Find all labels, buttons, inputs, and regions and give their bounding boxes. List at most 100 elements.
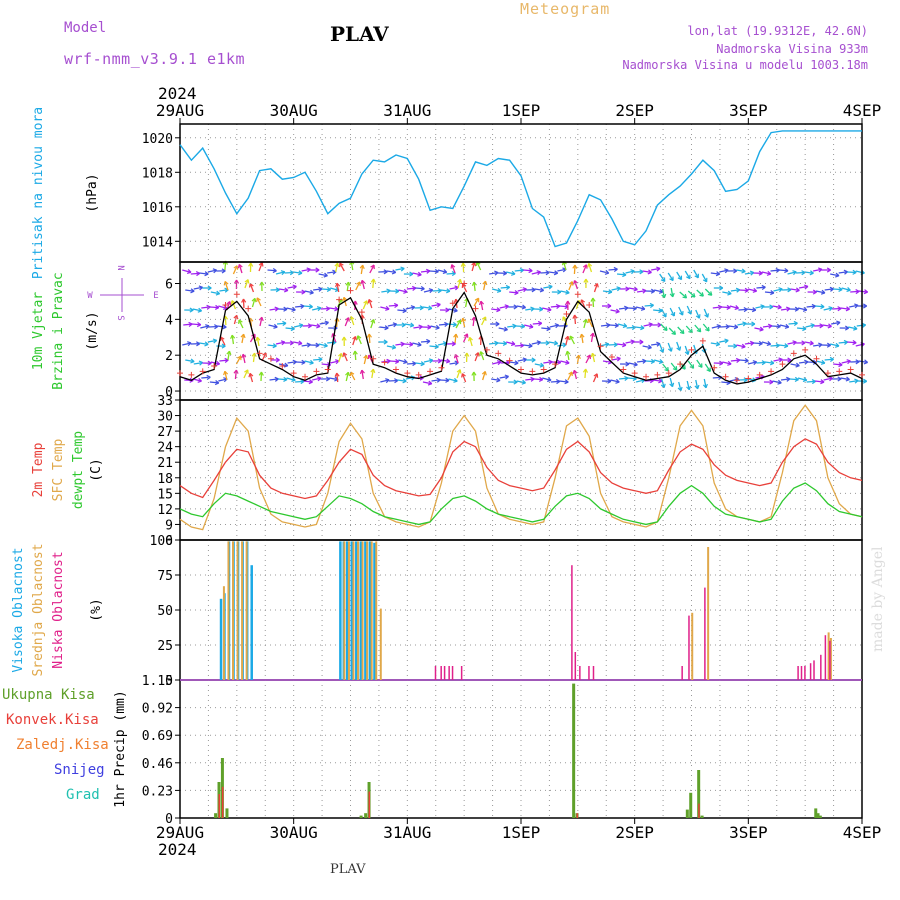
wind-arrow <box>737 322 747 326</box>
wind-arrow-head <box>301 359 306 365</box>
wind-arrow <box>653 359 664 363</box>
wind-arrow <box>370 319 375 329</box>
wind-arrow <box>329 377 339 381</box>
wind-arrow-head <box>694 273 699 279</box>
wind-arrow-head <box>650 288 655 294</box>
wind-arrow-head <box>548 359 553 365</box>
wind-arrow <box>805 324 815 328</box>
wind-arrow <box>301 268 311 272</box>
wind-arrow-head <box>625 361 630 367</box>
wind-arrow <box>580 299 586 309</box>
wind-arrow <box>833 288 843 291</box>
wind-gust-mark <box>370 355 377 362</box>
wind-arrow <box>437 269 447 273</box>
wind-arrow-head <box>809 340 814 346</box>
wind-gust-mark <box>290 370 297 377</box>
cloud-unit-label: (%) <box>89 598 104 621</box>
wind-arrow-head <box>308 379 313 385</box>
wind-arrow <box>696 289 704 297</box>
wind-arrow <box>327 341 337 344</box>
wind-arrow <box>804 271 814 274</box>
wind-gust-mark <box>199 368 206 375</box>
cloud-mid-bar <box>357 541 360 680</box>
wind-arrow-head <box>417 271 422 277</box>
wind-arrow <box>471 262 476 272</box>
wind-arrow <box>472 316 475 327</box>
y-tick-label: 33 <box>157 394 173 409</box>
precip-total-bar <box>214 813 218 818</box>
wind-arrow-head <box>323 272 328 278</box>
wind-arrow <box>516 380 526 384</box>
wind-arrow-head <box>187 341 192 347</box>
cloud-mid-bar <box>227 541 230 680</box>
wind-arrow <box>815 380 825 383</box>
wind-gust-mark <box>790 350 797 357</box>
wind-arrow-head <box>427 324 432 330</box>
wind-arrow <box>573 264 576 275</box>
wind-arrow-head <box>671 330 677 336</box>
wind-arrow <box>318 273 328 277</box>
wind-arrow-head <box>471 371 477 376</box>
wind-arrow-head <box>656 266 661 272</box>
wind-arrow-head <box>845 306 850 312</box>
y-tick-label: 0.69 <box>142 729 173 744</box>
wind-arrow-head <box>829 356 834 363</box>
wind-arrow <box>422 381 432 385</box>
wind-arrow-head <box>845 376 850 382</box>
y-tick-label: 1016 <box>142 201 173 216</box>
wind-arrow <box>754 327 764 331</box>
wind-arrow-head <box>436 302 441 308</box>
wind-arrow <box>635 306 645 310</box>
wind-arrow <box>670 362 678 371</box>
wind-arrow-head <box>743 307 748 313</box>
wind-arrow-head <box>237 263 243 269</box>
wind-arrow <box>462 318 466 328</box>
wind-arrow-head <box>564 335 570 341</box>
wind-arrow-head <box>613 342 618 348</box>
wind-arrow-head <box>615 308 620 314</box>
precip-legend-4: Snijeg <box>54 762 105 778</box>
wind-arrow-head <box>837 306 842 312</box>
wind-gust-mark <box>449 300 456 307</box>
wind-arrow-head <box>274 306 279 312</box>
wind-arrow-head <box>702 277 708 283</box>
cloud-low-bar <box>804 666 806 680</box>
wind-arrow-head <box>843 339 849 345</box>
wind-arrow <box>361 280 365 290</box>
wind-arrow <box>728 325 738 328</box>
wind-arrow <box>361 370 364 380</box>
wind-arrow-head <box>198 360 204 366</box>
wind-arrow-head <box>528 343 533 349</box>
wind-arrow-head <box>290 326 295 332</box>
wind-arrow-head <box>522 287 527 293</box>
wind-arrow <box>550 380 560 383</box>
wind-arrow-head <box>212 268 218 274</box>
wind-arrow-head <box>403 288 408 294</box>
wind-arrow <box>588 263 593 273</box>
wind-arrow <box>278 378 288 381</box>
wind-arrow <box>344 317 350 327</box>
y-tick-label: 25 <box>157 639 173 654</box>
wind-arrow <box>669 307 675 317</box>
wind-arrow-head <box>607 378 612 384</box>
top-date-label: 1SEP <box>502 101 541 120</box>
wind-arrow-head <box>699 292 704 297</box>
wind-arrow-head <box>529 323 534 329</box>
wind-arrow-head <box>504 304 509 310</box>
precip-total-bar <box>572 683 576 818</box>
wind-arrow-head <box>547 306 552 312</box>
wind-arrow-head <box>410 305 416 311</box>
wind-arrow-head <box>456 319 462 325</box>
wind-arrow <box>660 323 668 331</box>
wind-arrow <box>573 370 578 380</box>
wind-arrow-head <box>306 342 311 348</box>
wind-gust-mark <box>415 371 422 378</box>
wind-arrow <box>509 291 519 294</box>
wind-arrow <box>423 289 433 293</box>
cloud-mid-bar <box>232 541 235 680</box>
y-tick-label: 1020 <box>142 132 173 147</box>
bottom-date-label: 29AUG <box>156 823 204 842</box>
top-date-label: 31AUG <box>383 101 431 120</box>
